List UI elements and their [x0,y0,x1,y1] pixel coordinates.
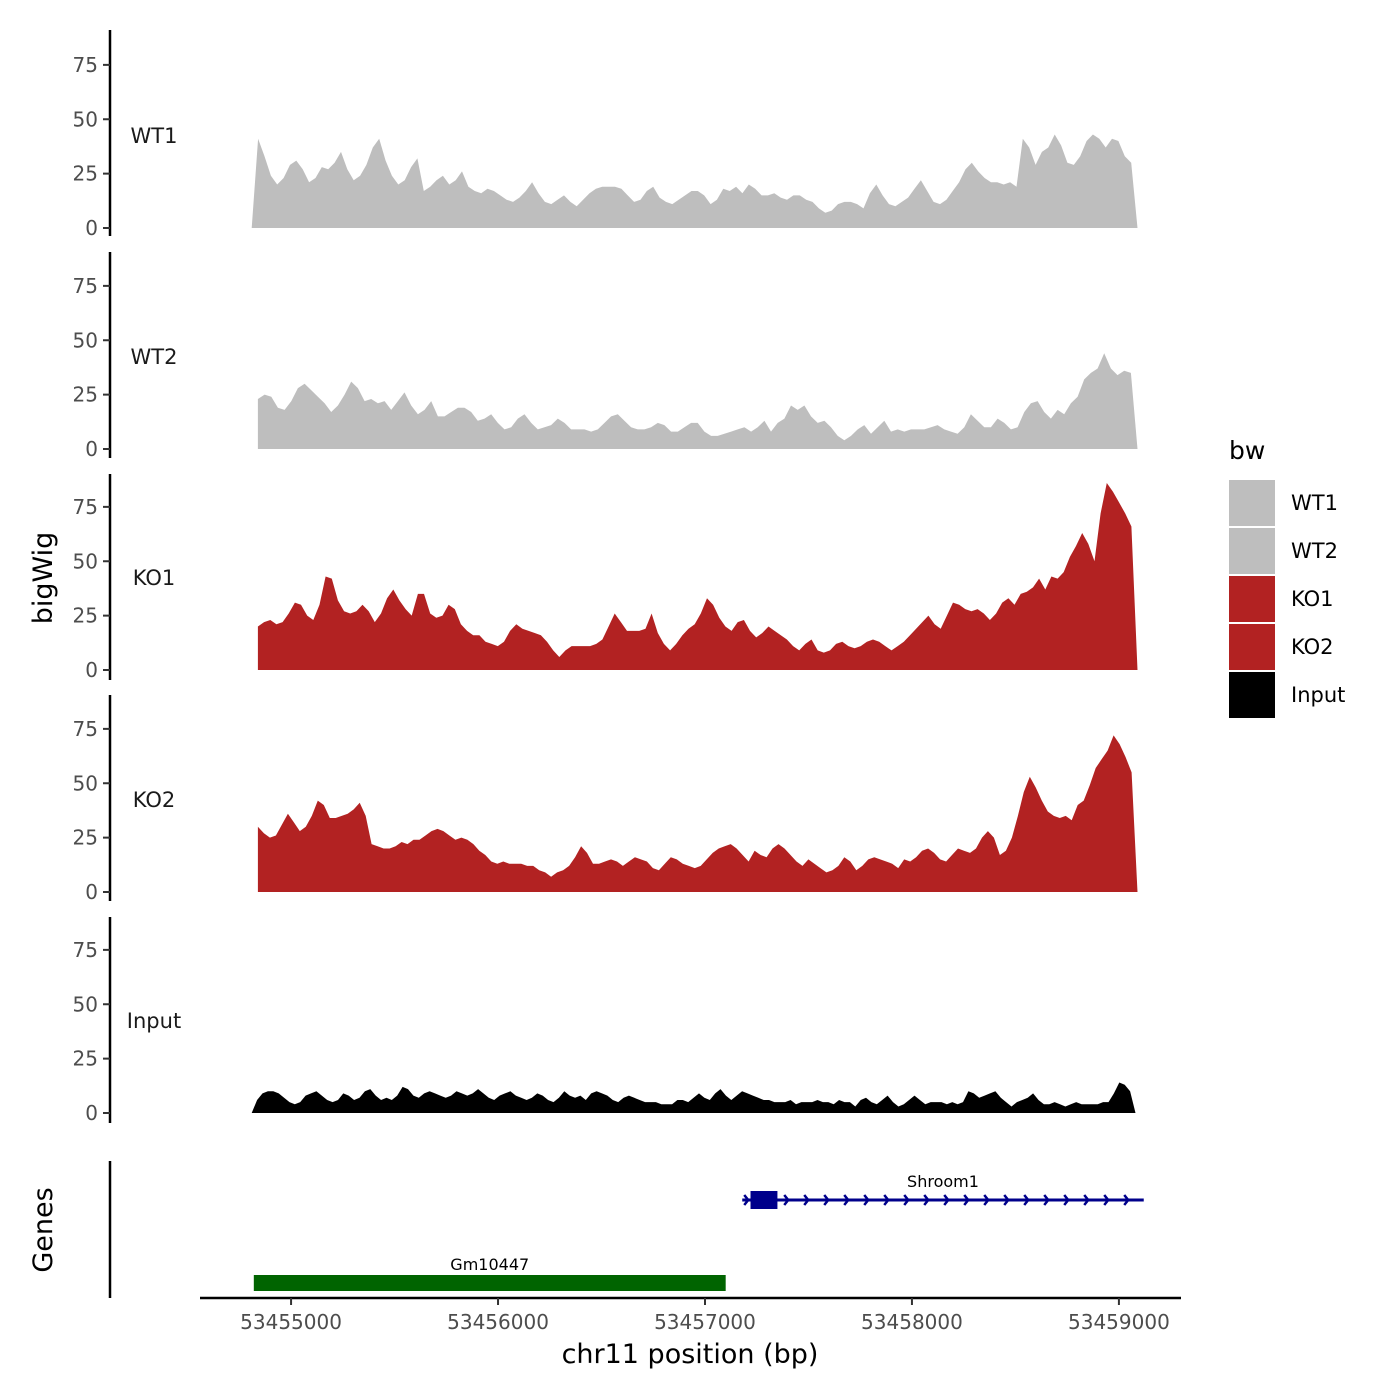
y-tick-label: 0 [85,880,98,904]
gene-label: Shroom1 [907,1172,979,1191]
y-tick-label: 75 [73,938,98,962]
coverage-panels: 0 25 50 75 WT1 0 25 50 75 WT2 0 25 50 75 KO1 0 25 50 75 KO2… [73,30,1138,1125]
strand-arrow [1083,1194,1090,1206]
legend-title: bw [1229,436,1265,465]
y-axis-title: bigWig [28,532,59,625]
x-tick-label: 53458000 [861,1310,963,1334]
x-tick-label: 53457000 [654,1310,756,1334]
y-tick-label: 50 [73,771,98,795]
strand-arrow [963,1194,970,1206]
legend-label: Input [1291,683,1345,707]
panel-wt1: 0 25 50 75 WT1 [73,30,1138,240]
gene-gm10447: Gm10447 [253,1255,726,1291]
y-tick-label: 25 [73,162,98,186]
strand-arrow [783,1194,790,1206]
legend-item-ko1: KO1 [1229,576,1334,622]
legend-item-wt1: WT1 [1229,480,1338,526]
strand-arrow [1043,1194,1050,1206]
gene-shroom1: Shroom1 [742,1172,1144,1209]
strand-arrow [1003,1194,1010,1206]
strand-arrow [743,1194,750,1206]
legend: bw WT1 WT2 KO1 KO2 Input [1229,436,1345,718]
y-tick-label: 75 [73,495,98,519]
y-tick-label: 0 [85,216,98,240]
strand-arrow [1063,1194,1070,1206]
panel-wt2: 0 25 50 75 WT2 [73,252,1138,461]
y-tick-label: 25 [73,604,98,628]
legend-swatch [1229,672,1275,718]
strand-arrow [903,1194,910,1206]
strand-arrow [943,1194,950,1206]
y-tick-label: 50 [73,328,98,352]
legend-item-input: Input [1229,672,1345,718]
panel-label: KO1 [133,566,176,590]
legend-label: KO1 [1291,587,1334,611]
legend-swatch [1229,480,1275,526]
strand-arrow [1023,1194,1030,1206]
legend-label: WT2 [1291,539,1338,563]
area-input [251,1082,1136,1113]
gene-exon [750,1191,778,1209]
y-tick-label: 50 [73,549,98,573]
y-tick-label: 25 [73,1047,98,1071]
gene-label: Gm10447 [450,1255,529,1274]
legend-item-ko2: KO2 [1229,624,1334,670]
genes-panel: Gm10447 Shroom1 [108,1161,1144,1298]
legend-label: WT1 [1291,491,1338,515]
x-axis-title: chr11 position (bp) [562,1339,819,1370]
y-tick-label: 0 [85,658,98,682]
x-axis: 53455000 53456000 53457000 53458000 53459000 [200,1296,1181,1334]
panel-input: 0 25 50 75 Input [73,917,1136,1125]
y-tick-label: 25 [73,826,98,850]
legend-swatch [1229,576,1275,622]
x-tick-label: 53459000 [1068,1310,1170,1334]
area-ko1 [257,483,1138,670]
area-wt1 [251,134,1138,228]
strand-arrow [823,1194,830,1206]
panel-label: Input [127,1009,181,1033]
strand-arrow [863,1194,870,1206]
panel-ko2: 0 25 50 75 KO2 [73,695,1138,904]
gene-exon [253,1275,726,1291]
legend-item-wt2: WT2 [1229,528,1338,574]
strand-arrow [1123,1194,1130,1206]
y-tick-label: 75 [73,717,98,741]
panel-label: KO2 [133,788,176,812]
panel-label: WT1 [131,124,178,148]
strand-arrow [883,1194,890,1206]
strand-arrow [843,1194,850,1206]
strand-arrow [803,1194,810,1206]
y-tick-label: 75 [73,274,98,298]
x-tick-label: 53456000 [447,1310,549,1334]
y-tick-label: 0 [85,437,98,461]
y-tick-label: 50 [73,107,98,131]
x-tick-label: 53455000 [240,1310,342,1334]
genes-axis-title: Genes [28,1187,59,1272]
strand-arrow [923,1194,930,1206]
panel-ko1: 0 25 50 75 KO1 [73,474,1138,682]
area-wt2 [257,353,1138,449]
area-ko2 [257,735,1138,892]
legend-swatch [1229,624,1275,670]
y-tick-label: 50 [73,992,98,1016]
strand-arrow [983,1194,990,1206]
legend-label: KO2 [1291,635,1334,659]
y-tick-label: 25 [73,383,98,407]
panel-label: WT2 [131,345,178,369]
y-tick-label: 0 [85,1101,98,1125]
y-tick-label: 75 [73,53,98,77]
legend-swatch [1229,528,1275,574]
strand-arrow [1103,1194,1110,1206]
